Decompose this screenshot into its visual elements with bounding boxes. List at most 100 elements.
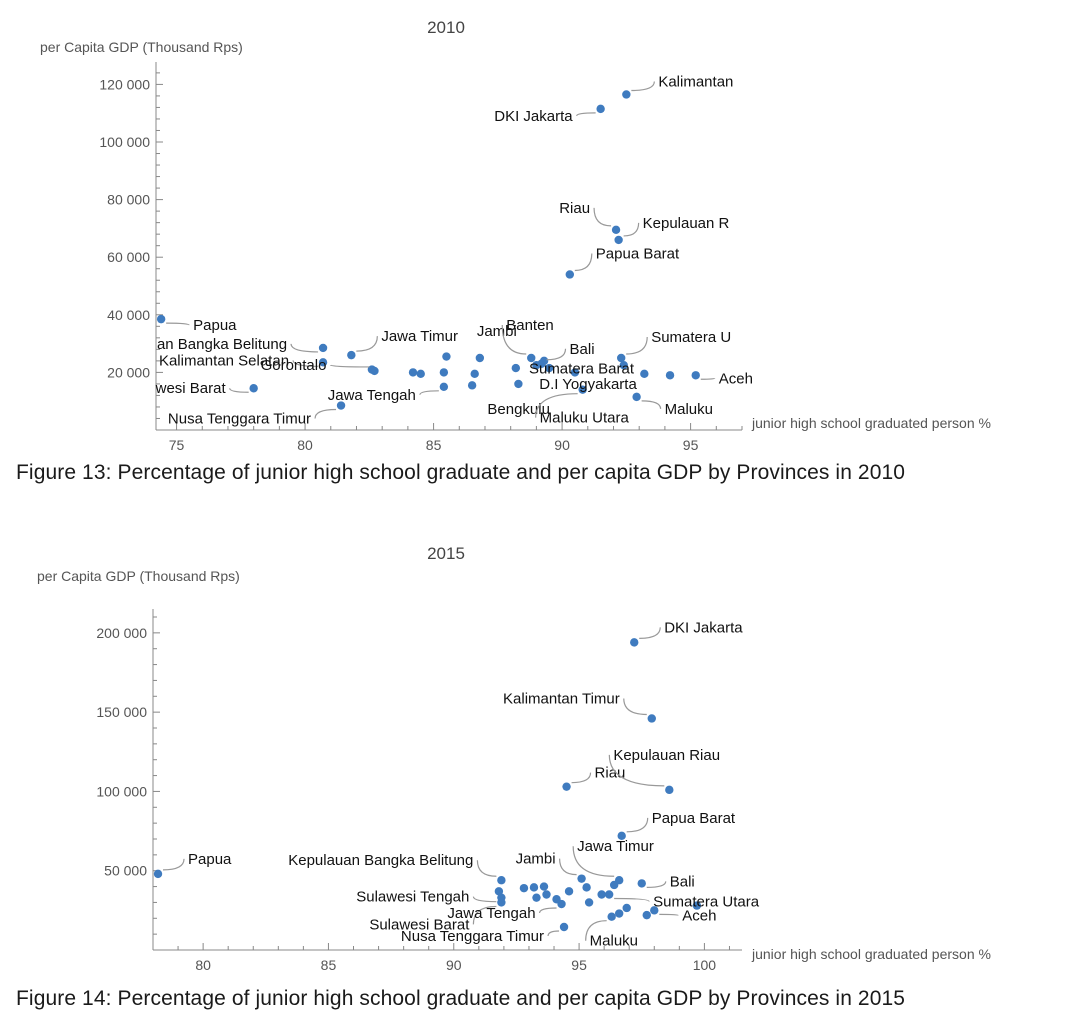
label-leader-line	[163, 858, 185, 871]
data-point	[597, 890, 606, 899]
data-points	[153, 638, 702, 932]
point-label: Maluku	[665, 401, 713, 418]
data-point	[564, 887, 574, 896]
label-leader-line	[419, 390, 439, 395]
data-point	[439, 368, 449, 377]
label-leader-line	[546, 348, 567, 361]
label-leader-line	[641, 400, 662, 409]
data-point	[622, 903, 631, 913]
x-tick-label: 75	[169, 437, 185, 453]
data-point	[532, 361, 541, 370]
point-label: Sumatera Utara	[653, 894, 760, 911]
label-leader-line	[472, 896, 497, 903]
x-tick-label: 100	[693, 957, 717, 973]
x-tick-label: 90	[446, 957, 462, 973]
label-leader-line	[166, 322, 190, 326]
label-leader-line	[547, 930, 560, 937]
data-point	[640, 369, 649, 379]
figure-14: 80 85 90 95 100 50 000 100 000 150 000 200 000 20…	[0, 535, 1070, 1030]
data-point	[632, 392, 641, 402]
y-tick-label: 100 000	[99, 134, 150, 150]
point-label: wesi Barat	[155, 380, 227, 397]
data-point	[514, 379, 523, 389]
data-point	[559, 922, 569, 932]
data-point	[439, 382, 449, 391]
figure-13-caption: Figure 13: Percentage of junior high sch…	[16, 461, 906, 484]
point-labels: Kalimantan DKI Jakarta Riau Kepulauan R Papu…	[155, 73, 753, 427]
point-label: Sumatera U	[651, 329, 731, 346]
data-point	[622, 90, 631, 99]
data-point	[614, 909, 624, 918]
data-point	[614, 235, 623, 245]
data-point	[650, 906, 659, 915]
data-point	[577, 874, 586, 883]
point-label: Bengkulu	[487, 401, 550, 418]
y-axis-label: per Capita GDP (Thousand Rps)	[40, 39, 243, 55]
data-points	[156, 90, 700, 410]
label-leader-line	[229, 388, 249, 393]
y-tick-label: 100 000	[96, 783, 147, 799]
label-leader-line	[290, 343, 319, 353]
label-leader-line	[639, 627, 661, 639]
point-label: Riau	[595, 765, 626, 782]
label-leader-line	[538, 907, 557, 914]
data-point	[497, 898, 506, 907]
point-label: Aceh	[682, 907, 716, 924]
label-leader-line	[608, 754, 665, 787]
data-point	[578, 385, 587, 394]
data-point	[542, 890, 551, 899]
figure-13: 75 80 85 90 95 20 000 40 000 60 000 80 000 100 00…	[0, 0, 1070, 500]
label-leader-line	[476, 860, 497, 877]
label-leader-line	[646, 881, 667, 888]
data-point	[470, 369, 479, 379]
data-point	[604, 890, 614, 899]
y-tick-label: 80 000	[107, 192, 150, 208]
point-label: Jawa Timur	[381, 328, 458, 345]
point-label: Kepulauan Bangka Belitung	[288, 852, 473, 869]
point-label: Sumatera Barat	[529, 360, 635, 377]
data-point	[519, 883, 529, 893]
x-tick-label: 90	[554, 437, 570, 453]
data-point	[336, 401, 346, 410]
y-tick-label: 120 000	[99, 76, 150, 92]
data-point	[156, 314, 166, 324]
point-label: Sulawesi Barat	[369, 916, 470, 933]
y-tick-label: 40 000	[107, 307, 150, 323]
data-point	[619, 361, 628, 370]
chart-title: 2015	[427, 544, 465, 563]
point-label: Jawa Timur	[577, 838, 654, 855]
label-leader-line	[535, 393, 578, 418]
figure-14-caption: Figure 14: Percentage of junior high sch…	[16, 987, 906, 1010]
data-point	[596, 104, 605, 114]
y-tick-label: 200 000	[96, 625, 147, 641]
x-tick-label: 95	[683, 437, 699, 453]
point-label: Papua Barat	[652, 810, 736, 827]
data-point	[408, 368, 418, 377]
axes: 75 80 85 90 95 20 000 40 000 60 000 80 000 100 00…	[99, 62, 743, 453]
x-tick-label: 85	[426, 437, 442, 453]
point-label: Papua Barat	[596, 245, 680, 262]
x-axis-label: junior high school graduated person %	[751, 415, 991, 431]
label-leader-line	[314, 408, 337, 419]
point-label: Jawa Tengah	[447, 905, 535, 922]
point-label: DKI Jakarta	[664, 619, 743, 636]
label-leader-line	[585, 920, 607, 941]
x-tick-label: 80	[195, 957, 211, 973]
data-point	[609, 880, 619, 890]
data-point	[647, 714, 656, 723]
data-point	[691, 371, 700, 380]
y-tick-label: 20 000	[107, 364, 150, 380]
point-label: Nusa Tenggara Timur	[168, 411, 311, 428]
point-label: Papua	[188, 851, 232, 868]
data-point	[529, 883, 539, 892]
point-label: Bali	[570, 341, 595, 358]
label-leader-line	[572, 846, 615, 877]
data-point	[475, 353, 485, 363]
data-point	[642, 910, 651, 920]
point-label: Aceh	[719, 370, 753, 387]
data-point	[611, 225, 621, 235]
data-point	[665, 371, 675, 380]
point-label: D.I Yogyakarta	[539, 376, 637, 393]
point-label: Papua	[193, 317, 237, 334]
